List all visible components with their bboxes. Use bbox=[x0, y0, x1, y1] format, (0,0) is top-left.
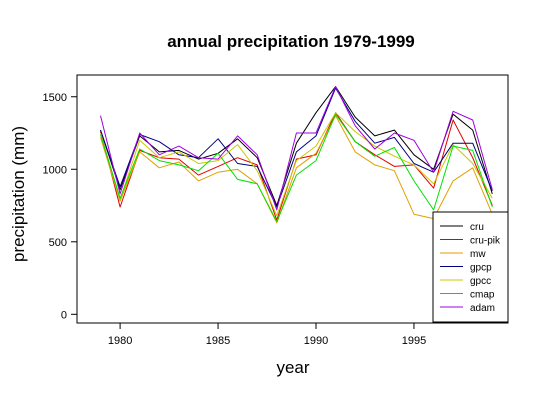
legend-label-cru: cru bbox=[470, 222, 484, 233]
x-tick-label-1995: 1995 bbox=[402, 335, 426, 347]
series-line-gpcp bbox=[100, 87, 493, 208]
legend-label-cmap: cmap bbox=[470, 290, 495, 301]
legend-label-adam: adam bbox=[470, 303, 495, 314]
series-line-gpcc bbox=[100, 112, 493, 217]
legend-label-gpcp: gpcp bbox=[470, 263, 492, 274]
x-axis-label: year bbox=[276, 358, 309, 377]
x-tick-label-1990: 1990 bbox=[304, 335, 328, 347]
legend-label-gpcc: gpcc bbox=[470, 276, 491, 287]
y-tick-label-500: 500 bbox=[49, 237, 67, 249]
x-tick-label-1985: 1985 bbox=[206, 335, 230, 347]
legend: cru cru-pik mw gpcp gpcc cmap adam bbox=[432, 211, 509, 323]
series-line-adam bbox=[100, 86, 493, 211]
x-axis: 1980 1985 1990 1995 bbox=[108, 323, 426, 347]
legend-label-cru-pik: cru-pik bbox=[470, 236, 501, 247]
y-tick-label-1000: 1000 bbox=[43, 164, 67, 176]
plot-frame bbox=[76, 74, 509, 324]
y-axis-label: precipitation (mm) bbox=[9, 126, 28, 262]
series-line-cmap bbox=[100, 113, 493, 222]
x-tick-label-1980: 1980 bbox=[108, 335, 132, 347]
series-line-cru-pik bbox=[100, 112, 493, 221]
series-line-mw bbox=[100, 115, 493, 224]
y-axis: 0 500 1000 1500 bbox=[43, 92, 77, 321]
legend-label-mw: mw bbox=[470, 249, 486, 260]
y-tick-label-0: 0 bbox=[61, 309, 67, 321]
chart-title: annual precipitation 1979-1999 bbox=[167, 32, 415, 51]
series-lines bbox=[100, 86, 493, 224]
y-tick-label-1500: 1500 bbox=[43, 92, 67, 104]
